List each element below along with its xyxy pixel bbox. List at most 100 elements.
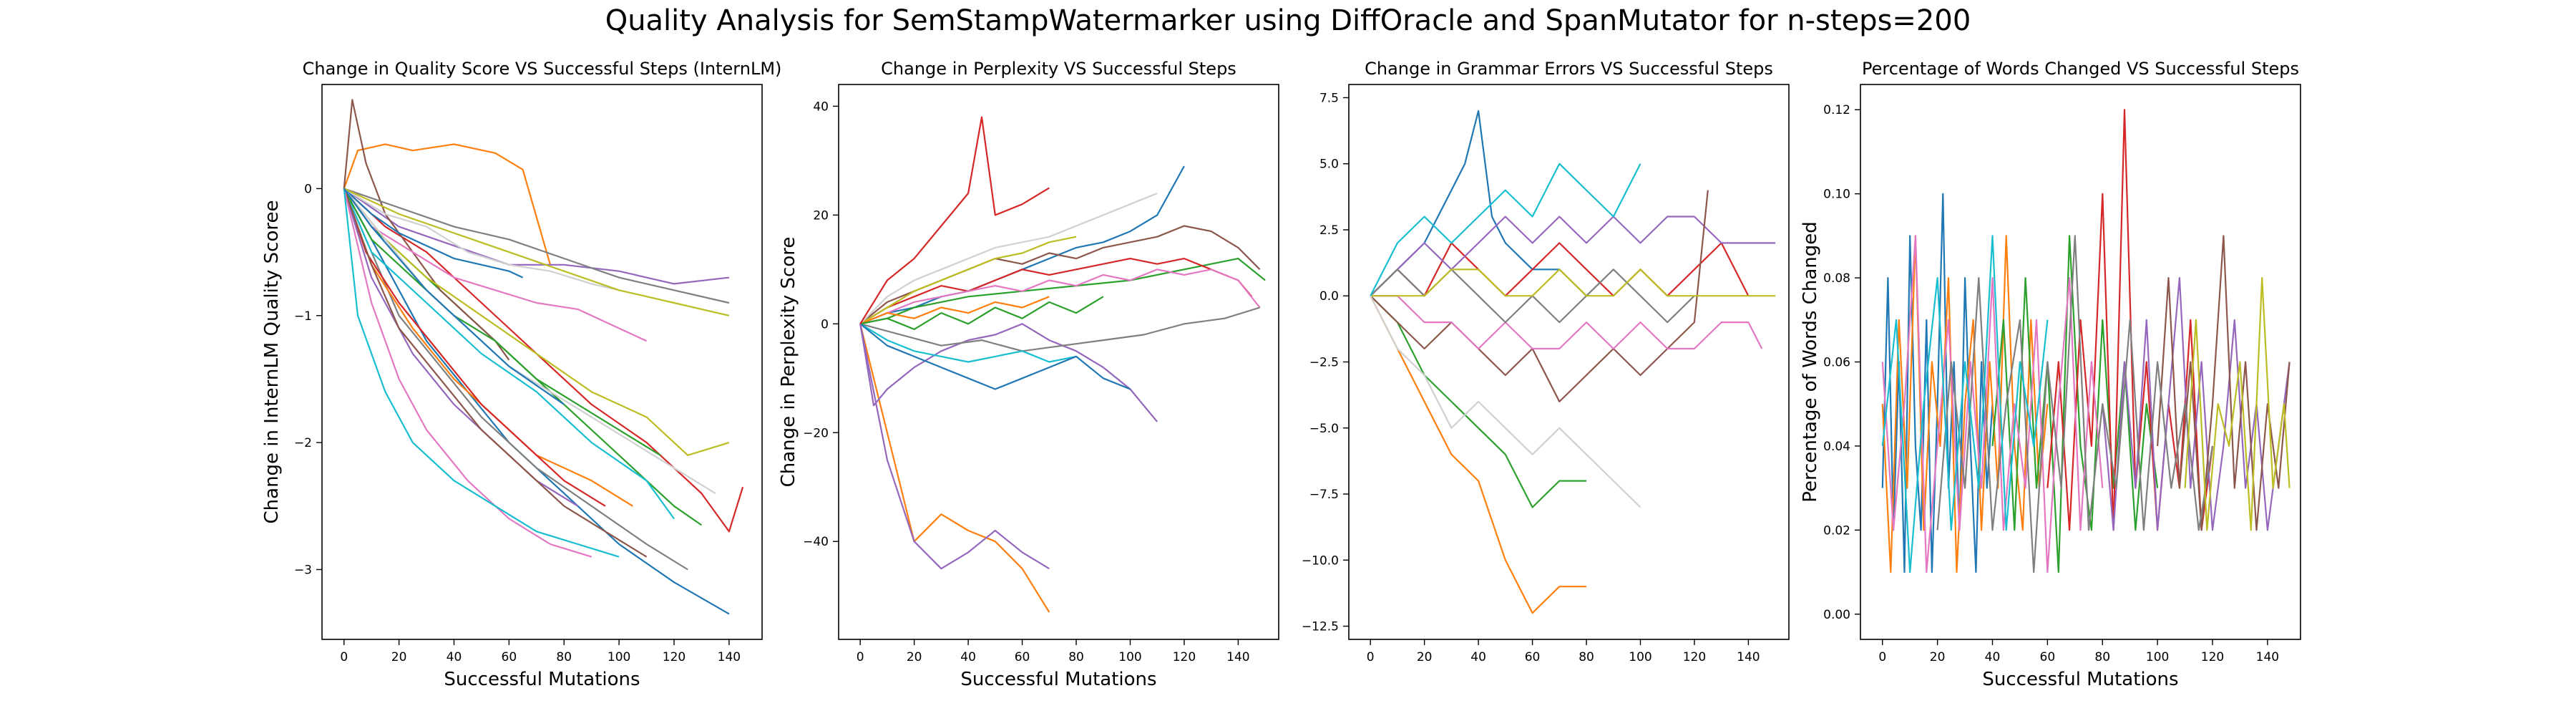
series-line-9 (2184, 277, 2290, 531)
x-tick-label: 80 (1068, 650, 1084, 664)
y-tick-label: 0 (304, 182, 312, 196)
series-line-5 (1370, 216, 1776, 296)
y-tick-label: −3 (294, 563, 312, 577)
series-line-5 (343, 188, 730, 285)
x-tick-label: 60 (502, 650, 517, 664)
series-line-1 (1370, 110, 1587, 296)
x-tick-label: 100 (608, 650, 630, 664)
series-line-22 (343, 188, 716, 495)
series-line-6 (1370, 190, 1709, 403)
series-line-10 (1370, 163, 1641, 296)
x-tick-label: 140 (1737, 650, 1760, 664)
series-line-5 (2102, 277, 2290, 531)
series-line-1 (1881, 193, 1994, 574)
axes-frame (321, 84, 763, 640)
x-tick-label: 40 (960, 650, 976, 664)
y-tick-label: −12.5 (1302, 620, 1339, 634)
series-line-17 (343, 188, 648, 558)
y-tick-label: −5.0 (1309, 422, 1339, 436)
series-line-19 (343, 188, 730, 304)
series-line-21 (343, 188, 620, 558)
x-tick-label: 40 (1985, 650, 2001, 664)
x-tick-label: 120 (1173, 650, 1196, 664)
x-axis-label: Successful Mutations (444, 669, 640, 690)
series-line-8 (859, 306, 1260, 352)
axes-frame (838, 84, 1279, 640)
x-tick-label: 100 (2146, 650, 2169, 664)
series-line-3 (1991, 235, 2159, 574)
series-line-4 (343, 188, 744, 533)
series-line-1 (859, 165, 1185, 325)
x-axis-label: Successful Mutations (960, 669, 1156, 690)
y-tick-label: 0.04 (1823, 440, 1850, 454)
y-tick-label: −40 (803, 535, 829, 549)
x-tick-label: 0 (1878, 650, 1886, 664)
series-line-13 (343, 188, 633, 507)
x-tick-label: 60 (2040, 650, 2056, 664)
series-line-11 (1370, 295, 1641, 508)
series-group (343, 99, 744, 615)
series-line-14 (343, 188, 661, 456)
x-tick-label: 140 (1226, 650, 1249, 664)
series-line-7 (1881, 235, 2104, 574)
y-tick-label: −7.5 (1309, 488, 1339, 502)
x-tick-label: 0 (857, 650, 864, 664)
series-line-4 (1370, 242, 1750, 297)
y-tick-label: 0.00 (1823, 608, 1850, 622)
y-tick-label: −2 (294, 436, 312, 450)
y-tick-label: 20 (813, 208, 829, 223)
x-tick-label: 0 (340, 650, 348, 664)
x-tick-label: 20 (907, 650, 922, 664)
series-line-15 (343, 188, 606, 507)
y-axis-label: Change in Perplexity Score (778, 237, 799, 488)
subplot-title: Change in Perplexity VS Successful Steps (881, 59, 1236, 79)
series-line-8 (1936, 235, 2214, 574)
series-line-11 (343, 188, 620, 291)
series-line-2 (1881, 235, 2049, 574)
x-tick-label: 20 (1930, 650, 1946, 664)
series-line-11 (859, 192, 1158, 325)
series-line-15 (859, 116, 1050, 324)
y-tick-label: 7.5 (1319, 91, 1339, 105)
subplot-title: Change in Grammar Errors VS Successful S… (1365, 59, 1773, 79)
series-line-7 (1370, 295, 1763, 350)
series-line-3 (343, 188, 703, 526)
series-line-6 (343, 99, 510, 361)
y-axis-label: Percentage of Words Changed (1800, 221, 1821, 503)
series-line-7 (859, 268, 1261, 325)
subplot-3: 0 20 40 60 80 100 120 140 7.5 5.0 2.5 0.0 −2.5 −5.0 −7… (1302, 59, 1790, 664)
y-axis-label: Change in InternLM Quality Scoree (261, 200, 283, 524)
series-line-7 (343, 188, 648, 342)
series-group (859, 116, 1266, 613)
figure-title: Quality Analysis for SemStampWatermarker… (605, 4, 1971, 37)
y-tick-label: 5.0 (1319, 158, 1339, 172)
series-line-12 (859, 323, 1131, 390)
subplot-title: Percentage of Words Changed VS Successfu… (1862, 59, 2299, 79)
series-line-5 (859, 323, 1158, 422)
series-line-12 (343, 188, 524, 279)
x-tick-label: 120 (2201, 650, 2224, 664)
series-group (1881, 109, 2290, 574)
series-line-13 (859, 296, 1050, 325)
subplot-2: 0 20 40 60 80 100 120 140 40 20 0 −20 −40 Change in P… (778, 59, 1279, 690)
x-tick-label: 0 (1367, 650, 1375, 664)
series-line-9 (859, 236, 1077, 325)
y-tick-label: 0.10 (1823, 188, 1850, 202)
y-tick-label: −2.5 (1309, 356, 1339, 370)
series-line-14 (859, 296, 1104, 330)
y-tick-label: −20 (803, 426, 829, 440)
y-tick-label: −1 (294, 309, 312, 324)
x-tick-label: 140 (2256, 650, 2279, 664)
y-tick-label: 2.5 (1319, 223, 1339, 238)
series-line-10 (859, 323, 1077, 363)
x-tick-label: 40 (1470, 650, 1486, 664)
x-tick-label: 80 (556, 650, 572, 664)
series-line-6 (2157, 235, 2290, 531)
x-tick-label: 120 (1683, 650, 1706, 664)
series-line-23 (343, 188, 565, 405)
y-tick-label: 0 (821, 317, 829, 332)
axes-frame (1348, 84, 1790, 640)
series-line-8 (343, 188, 688, 571)
series-line-3 (859, 258, 1266, 325)
